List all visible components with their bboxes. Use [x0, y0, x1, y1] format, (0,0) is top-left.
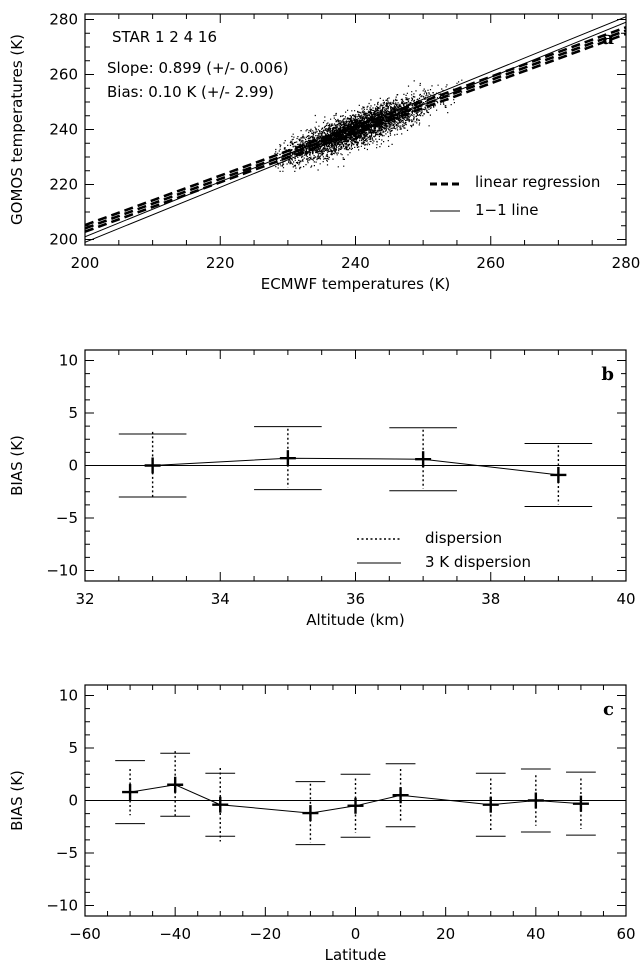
y-tick-label: 0: [68, 792, 78, 810]
x-tick-label: 0: [351, 925, 361, 943]
x-tick-label: 240: [341, 254, 370, 272]
series-marks: [118, 426, 593, 507]
x-tick-label: 36: [346, 590, 365, 608]
y-tick-label: 220: [49, 176, 78, 194]
y-tick-label: 280: [49, 11, 78, 29]
y-tick-label: 260: [49, 66, 78, 84]
panel-c: −60 −40 −20 0 20 40 60 −10 −5 0 5 10 Latitude BIAS (K…: [8, 684, 636, 964]
y-tick-label: 5: [68, 404, 78, 422]
y-tick-label: 240: [49, 121, 78, 139]
x-tick-label: 200: [71, 254, 100, 272]
y-tick-label: −10: [46, 897, 78, 915]
x-axis-label: ECMWF temperatures (K): [261, 275, 451, 293]
annotation-0: STAR 1 2 4 16: [112, 28, 217, 46]
x-axis-label: Latitude: [325, 946, 387, 964]
panel-letter: a: [602, 28, 614, 49]
x-tick-label: −60: [69, 925, 101, 943]
x-tick-label: −40: [159, 925, 191, 943]
y-tick-label: 10: [59, 352, 78, 370]
x-tick-label: 40: [526, 925, 545, 943]
x-tick-label: 60: [616, 925, 635, 943]
series-marks: [115, 751, 596, 846]
plot-area: [85, 426, 626, 507]
x-tick-label: 220: [206, 254, 235, 272]
y-tick-label: −5: [56, 844, 78, 862]
plot-area: [85, 16, 626, 243]
panel-letter: b: [601, 364, 614, 385]
panel-a: 200 220 240 260 280 200 220 240 260 280 ECMWF temp…: [8, 11, 640, 294]
x-tick-label: 32: [75, 590, 94, 608]
legend-label-three-k: 3 K dispersion: [425, 553, 531, 571]
legend-label-one-to-one: 1−1 line: [475, 201, 539, 219]
regression-line: [85, 29, 626, 230]
panel-letter: c: [603, 699, 614, 720]
panel-b: 32 34 36 38 40 −10 −5 0 5 10 Altitude (km) BIAS (K)…: [8, 349, 636, 629]
regression-line: [85, 32, 626, 233]
legend-label-regression: linear regression: [475, 173, 600, 191]
x-tick-label: 260: [476, 254, 505, 272]
y-tick-label: 0: [68, 457, 78, 475]
y-tick-label: −5: [56, 509, 78, 527]
x-tick-label: 20: [436, 925, 455, 943]
x-tick-label: −20: [250, 925, 282, 943]
y-tick-label: 200: [49, 231, 78, 249]
y-tick-label: 5: [68, 739, 78, 757]
y-axis-label: BIAS (K): [8, 770, 26, 831]
y-tick-label: 10: [59, 687, 78, 705]
y-axis-label: BIAS (K): [8, 435, 26, 496]
x-tick-label: 34: [211, 590, 230, 608]
legend-label-dispersion: dispersion: [425, 529, 502, 547]
x-tick-label: 280: [612, 254, 641, 272]
y-axis-label: GOMOS temperatures (K): [8, 34, 26, 225]
bias-line: [152, 457, 559, 476]
annotation-1: Slope: 0.899 (+/- 0.006): [107, 59, 289, 77]
regression-line: [85, 26, 626, 227]
plot-area: [85, 751, 626, 846]
x-tick-label: 38: [481, 590, 500, 608]
x-axis-label: Altitude (km): [306, 611, 404, 629]
x-tick-label: 40: [616, 590, 635, 608]
annotation-2: Bias: 0.10 K (+/- 2.99): [107, 83, 274, 101]
y-tick-label: −10: [46, 562, 78, 580]
